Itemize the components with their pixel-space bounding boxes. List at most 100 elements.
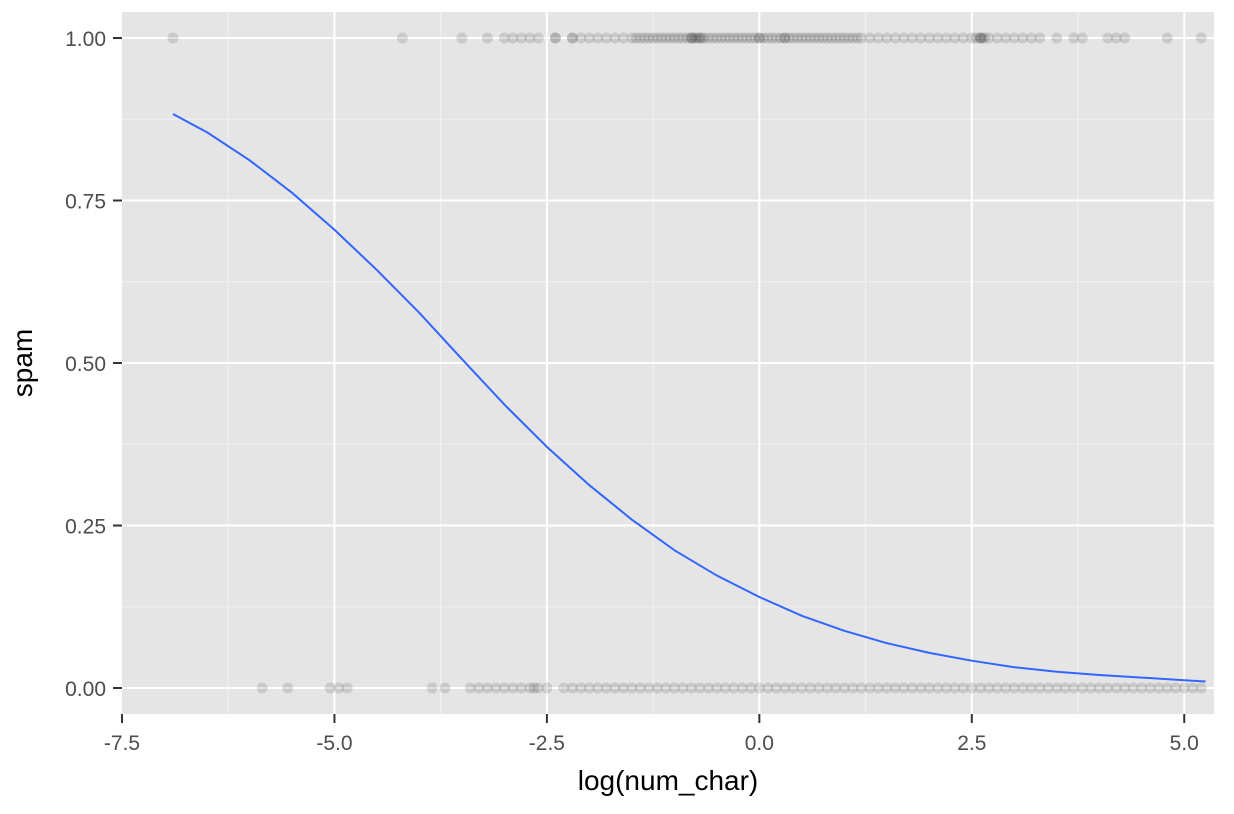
data-point-spam-0 bbox=[1161, 682, 1173, 694]
data-point-spam-0 bbox=[256, 682, 268, 694]
data-point-spam-0 bbox=[668, 682, 680, 694]
data-point-spam-1 bbox=[664, 32, 676, 44]
data-point-spam-0 bbox=[728, 682, 740, 694]
data-point-spam-0 bbox=[341, 682, 353, 694]
data-point-spam-1 bbox=[843, 32, 855, 44]
data-point-spam-0 bbox=[898, 682, 910, 694]
data-point-spam-1 bbox=[694, 32, 706, 44]
data-point-spam-1 bbox=[1008, 32, 1020, 44]
data-point-spam-1 bbox=[724, 32, 736, 44]
data-point-spam-0 bbox=[847, 682, 859, 694]
data-point-spam-1 bbox=[673, 32, 685, 44]
data-point-spam-1 bbox=[817, 32, 829, 44]
data-point-spam-0 bbox=[324, 682, 336, 694]
data-point-spam-0 bbox=[660, 682, 672, 694]
data-point-spam-1 bbox=[1034, 32, 1046, 44]
data-point-spam-0 bbox=[702, 682, 714, 694]
data-point-spam-1 bbox=[783, 32, 795, 44]
data-point-spam-1 bbox=[515, 32, 527, 44]
data-point-spam-1 bbox=[736, 32, 748, 44]
data-point-spam-1 bbox=[685, 32, 697, 44]
data-point-spam-0 bbox=[830, 682, 842, 694]
data-point-spam-0 bbox=[1076, 682, 1088, 694]
data-point-spam-1 bbox=[643, 32, 655, 44]
data-point-spam-0 bbox=[957, 682, 969, 694]
data-point-spam-0 bbox=[490, 682, 502, 694]
x-tick-label: 0.0 bbox=[745, 732, 774, 755]
data-point-spam-0 bbox=[626, 682, 638, 694]
data-point-spam-0 bbox=[736, 682, 748, 694]
data-point-spam-0 bbox=[609, 682, 621, 694]
data-point-spam-1 bbox=[809, 32, 821, 44]
data-point-spam-1 bbox=[821, 32, 833, 44]
data-point-spam-0 bbox=[889, 682, 901, 694]
logistic-fit-curve bbox=[172, 113, 1206, 683]
data-point-spam-1 bbox=[804, 32, 816, 44]
data-point-spam-0 bbox=[906, 682, 918, 694]
data-point-spam-1 bbox=[630, 32, 642, 44]
data-point-spam-1 bbox=[656, 32, 668, 44]
x-tick-label: 5.0 bbox=[1170, 732, 1199, 755]
data-point-spam-1 bbox=[600, 32, 612, 44]
data-point-spam-0 bbox=[694, 682, 706, 694]
data-point-spam-0 bbox=[1025, 682, 1037, 694]
data-point-spam-1 bbox=[1017, 32, 1029, 44]
data-point-spam-1 bbox=[800, 32, 812, 44]
data-point-spam-1 bbox=[696, 32, 708, 44]
data-point-spam-1 bbox=[881, 32, 893, 44]
data-point-spam-0 bbox=[796, 682, 808, 694]
data-point-spam-1 bbox=[566, 32, 578, 44]
data-points bbox=[167, 32, 1207, 694]
data-point-spam-1 bbox=[1102, 32, 1114, 44]
data-point-spam-1 bbox=[660, 32, 672, 44]
data-point-spam-1 bbox=[830, 32, 842, 44]
x-tick-label: -2.5 bbox=[529, 732, 565, 755]
data-point-spam-1 bbox=[592, 32, 604, 44]
data-point-spam-1 bbox=[847, 32, 859, 44]
data-point-spam-1 bbox=[698, 32, 710, 44]
data-point-spam-1 bbox=[711, 32, 723, 44]
data-point-spam-1 bbox=[524, 32, 536, 44]
data-point-spam-1 bbox=[685, 32, 697, 44]
x-tick-label: -5.0 bbox=[316, 732, 352, 755]
data-point-spam-0 bbox=[464, 682, 476, 694]
data-point-spam-1 bbox=[583, 32, 595, 44]
data-point-spam-1 bbox=[549, 32, 561, 44]
data-point-spam-0 bbox=[872, 682, 884, 694]
data-point-spam-1 bbox=[167, 32, 179, 44]
data-point-spam-0 bbox=[983, 682, 995, 694]
data-point-spam-1 bbox=[732, 32, 744, 44]
data-point-spam-0 bbox=[804, 682, 816, 694]
data-point-spam-1 bbox=[1161, 32, 1173, 44]
data-point-spam-0 bbox=[1178, 682, 1190, 694]
data-point-spam-1 bbox=[753, 32, 765, 44]
data-point-spam-1 bbox=[889, 32, 901, 44]
data-point-spam-0 bbox=[1059, 682, 1071, 694]
data-point-spam-1 bbox=[1195, 32, 1207, 44]
data-point-spam-1 bbox=[762, 32, 774, 44]
data-point-spam-0 bbox=[1085, 682, 1097, 694]
data-point-spam-1 bbox=[787, 32, 799, 44]
data-point-spam-0 bbox=[1017, 682, 1029, 694]
data-point-spam-0 bbox=[528, 682, 540, 694]
y-tick-label: 0.25 bbox=[65, 516, 106, 539]
data-point-spam-0 bbox=[515, 682, 527, 694]
data-point-spam-0 bbox=[600, 682, 612, 694]
data-point-spam-0 bbox=[1102, 682, 1114, 694]
data-point-spam-1 bbox=[507, 32, 519, 44]
data-point-spam-1 bbox=[690, 32, 702, 44]
data-point-spam-1 bbox=[1068, 32, 1080, 44]
data-point-spam-1 bbox=[864, 32, 876, 44]
data-point-spam-1 bbox=[983, 32, 995, 44]
data-point-spam-1 bbox=[456, 32, 468, 44]
data-point-spam-1 bbox=[906, 32, 918, 44]
data-point-spam-0 bbox=[1042, 682, 1054, 694]
data-point-spam-1 bbox=[834, 32, 846, 44]
data-point-spam-1 bbox=[566, 32, 578, 44]
data-point-spam-1 bbox=[1076, 32, 1088, 44]
data-point-spam-1 bbox=[692, 32, 704, 44]
y-tick-label: 0.50 bbox=[65, 353, 106, 376]
x-tick-label: 2.5 bbox=[957, 732, 986, 755]
data-point-spam-0 bbox=[685, 682, 697, 694]
data-point-spam-1 bbox=[957, 32, 969, 44]
